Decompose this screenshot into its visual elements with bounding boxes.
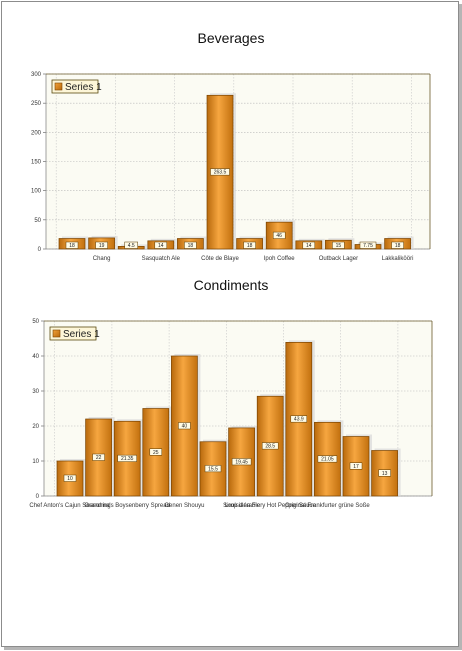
y-tick-label: 50 <box>32 319 39 325</box>
data-label-box <box>272 231 286 239</box>
data-label: 28.5 <box>265 444 275 450</box>
legend-box <box>51 79 99 94</box>
chart-1: Condiments 0 10 20 30 40 50 10 Chef Anton's Caju… <box>29 277 433 509</box>
y-tick-label: 30 <box>32 389 39 395</box>
data-label-box <box>349 462 363 470</box>
data-label: 10 <box>67 476 73 482</box>
data-label: 18 <box>188 243 194 249</box>
y-tick-label: 200 <box>31 130 42 136</box>
legend-label: Series 1 <box>63 329 100 340</box>
y-tick-label: 20 <box>32 424 39 430</box>
category-label: Original Frankfurter grüne Soße <box>285 503 370 509</box>
data-label-box <box>65 241 79 249</box>
data-label-box <box>124 241 138 249</box>
data-label: 15 <box>336 243 342 249</box>
data-label: 18 <box>395 243 401 249</box>
category-label: Genen Shouyu <box>164 503 204 509</box>
legend: Series 1 <box>49 326 100 341</box>
chart-0: Beverages 0 50 100 150 200 250 300 18 19 Chang 4.5 1… <box>31 30 431 262</box>
data-label: 21.05 <box>321 457 334 463</box>
data-label-box <box>391 241 404 249</box>
data-label: 22 <box>96 455 102 461</box>
data-label: 19 <box>99 243 105 249</box>
y-tick-label: 0 <box>36 494 40 500</box>
data-label: 46 <box>276 233 282 239</box>
data-label-box <box>63 474 77 482</box>
data-label-box <box>149 448 163 456</box>
category-label: Sirop d'érable <box>223 503 260 509</box>
legend-swatch <box>54 82 63 91</box>
data-label: 17 <box>353 464 359 470</box>
data-label-box <box>154 241 168 249</box>
data-label: 40 <box>182 424 188 430</box>
data-label: 4.5 <box>128 243 135 249</box>
data-label: 21.35 <box>121 456 134 462</box>
chart-title: Beverages <box>198 30 265 46</box>
y-tick-label: 40 <box>32 354 39 360</box>
data-label: 15.5 <box>208 466 218 472</box>
data-label-box <box>261 442 279 450</box>
data-label: 19.45 <box>235 459 248 465</box>
data-label: 7.75 <box>363 243 373 249</box>
category-label: Louisiana Fiery Hot Pepper Sauce <box>225 503 317 509</box>
legend-swatch <box>52 329 61 338</box>
data-label-box <box>204 465 222 473</box>
data-label: 43.9 <box>294 417 304 423</box>
data-label: 14 <box>158 243 164 249</box>
y-tick-label: 0 <box>38 247 42 253</box>
data-label-box <box>243 241 256 249</box>
data-label: 14 <box>306 243 312 249</box>
legend-label: Series 1 <box>65 82 102 93</box>
category-label: Sasquatch Ale <box>142 256 181 262</box>
category-label: Chang <box>93 256 111 262</box>
data-label-box <box>359 241 377 249</box>
category-label: Côte de Blaye <box>201 256 239 262</box>
y-tick-label: 50 <box>34 218 41 224</box>
category-label: Lakkalikööri <box>382 256 414 262</box>
category-label: Grandma's Boysenberry Spread <box>84 503 170 509</box>
data-label-box <box>92 453 105 461</box>
data-label-box <box>332 241 345 249</box>
data-label-box <box>117 454 137 462</box>
data-label: 18 <box>69 243 75 249</box>
data-label: 18 <box>247 243 253 249</box>
category-label: Chef Anton's Cajun Seasoning <box>29 503 110 509</box>
data-label-box <box>210 168 230 176</box>
data-label-box <box>95 241 108 249</box>
data-label-box <box>184 241 197 249</box>
y-tick-label: 150 <box>31 160 42 166</box>
legend: Series 1 <box>51 79 102 94</box>
y-tick-label: 300 <box>31 72 42 78</box>
data-label-box <box>378 469 391 477</box>
y-tick-label: 10 <box>32 459 39 465</box>
data-label-box <box>231 458 252 466</box>
legend-box <box>49 326 97 341</box>
chart-title: Condiments <box>194 277 269 293</box>
data-label: 25 <box>153 450 159 456</box>
y-tick-label: 100 <box>31 189 42 195</box>
data-label-box <box>290 415 308 423</box>
data-label-box <box>302 241 316 249</box>
data-label: 13 <box>382 471 388 477</box>
data-label-box <box>178 422 191 430</box>
data-label-box <box>317 455 338 463</box>
data-label: 263.5 <box>214 170 227 176</box>
y-tick-label: 250 <box>31 101 42 107</box>
category-label: Outback Lager <box>319 256 358 262</box>
category-label: Ipoh Coffee <box>264 256 296 262</box>
